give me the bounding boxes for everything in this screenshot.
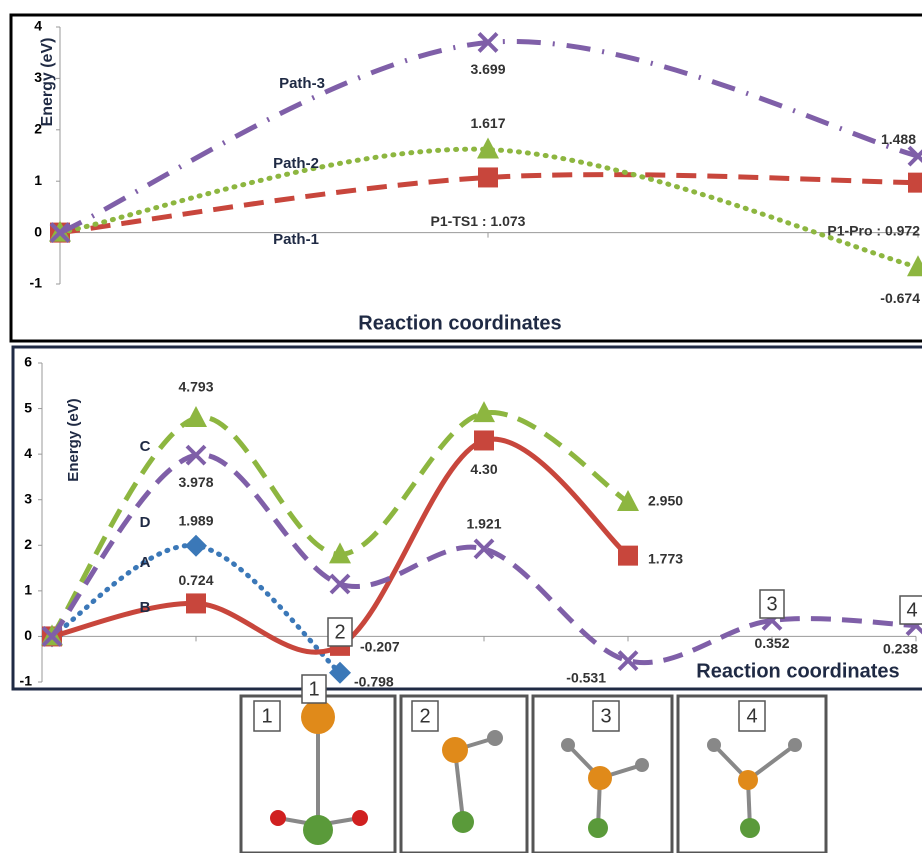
atom (740, 818, 760, 838)
value-label: 3.978 (178, 474, 213, 490)
y-tick-label: -1 (30, 275, 43, 291)
y-tick-label: 5 (24, 399, 32, 415)
value-label: 1.921 (466, 516, 501, 532)
atom (487, 730, 503, 746)
series-name: C (140, 438, 151, 455)
atom (352, 810, 368, 826)
atom (561, 738, 575, 752)
value-label: 1.617 (470, 115, 505, 131)
value-label: 2.950 (648, 493, 683, 509)
marker (185, 535, 207, 557)
marker (185, 406, 207, 427)
value-label: 0.238 (883, 640, 918, 656)
value-label: 4.30 (470, 461, 497, 477)
marker (478, 167, 498, 187)
structure-tag-label: 4 (906, 599, 917, 621)
y-tick-label: 1 (24, 582, 32, 598)
value-label: 4.793 (178, 379, 213, 395)
value-label: 0.724 (178, 572, 213, 588)
structure-tag-label: 2 (334, 621, 345, 643)
value-label: P1-TS1 : 1.073 (431, 213, 526, 229)
value-label: -0.674 (880, 290, 920, 306)
marker (186, 593, 206, 613)
y-tick-label: -1 (20, 673, 33, 689)
atom (788, 738, 802, 752)
value-label: -0.798 (354, 673, 394, 689)
series-name: A (140, 554, 151, 571)
value-label: -0.531 (566, 669, 606, 685)
series-line (60, 149, 918, 267)
atom (635, 758, 649, 772)
y-tick-label: 3 (24, 490, 32, 506)
marker (617, 490, 639, 511)
y-axis-title: Energy (eV) (65, 398, 82, 481)
marker (474, 430, 494, 450)
x-axis-title: Reaction coordinates (696, 660, 899, 682)
atom (588, 766, 612, 790)
series-line (52, 412, 628, 636)
y-tick-label: 2 (24, 536, 32, 552)
marker (908, 173, 922, 193)
value-label: P1-Pro : 0.972 (827, 222, 920, 238)
marker (329, 662, 351, 684)
structure-tag-label: 3 (766, 593, 777, 615)
series-name: D (140, 514, 151, 531)
atom (303, 815, 333, 845)
y-tick-label: 0 (24, 627, 32, 643)
value-label: 0.352 (754, 635, 789, 651)
structure-panel-label: 1 (261, 705, 272, 727)
series-name: B (140, 599, 151, 616)
y-tick-label: 6 (24, 354, 32, 370)
y-tick-label: 0 (34, 223, 42, 239)
y-tick-label: 4 (24, 445, 32, 461)
x-axis-title: Reaction coordinates (358, 312, 561, 334)
y-axis-title: Energy (eV) (39, 38, 56, 127)
value-label: 1.773 (648, 550, 683, 566)
value-label: 3.699 (470, 61, 505, 77)
figure: -1 0 1 2 3 4 Reaction coordinates Energy (eV) P1… (0, 0, 922, 853)
series-name: Path-1 (273, 231, 319, 248)
structure-panel-label: 2 (419, 705, 430, 727)
structure-panel-label: 3 (600, 705, 611, 727)
atom (738, 770, 758, 790)
atom (452, 811, 474, 833)
atom (301, 700, 335, 734)
structure-panel-label: 4 (746, 705, 757, 727)
atom (442, 737, 468, 763)
value-label: -0.207 (360, 639, 400, 655)
y-tick-label: 1 (34, 172, 42, 188)
atom (588, 818, 608, 838)
series-name: Path-2 (273, 155, 319, 172)
y-tick-label: 4 (34, 18, 42, 34)
marker (618, 546, 638, 566)
value-label: 1.989 (178, 512, 213, 528)
series-name: Path-3 (279, 75, 325, 92)
atom (707, 738, 721, 752)
marker (477, 137, 499, 158)
structure-tag-label: 1 (308, 678, 319, 700)
atom (270, 810, 286, 826)
value-label: 1.488 (881, 131, 916, 147)
